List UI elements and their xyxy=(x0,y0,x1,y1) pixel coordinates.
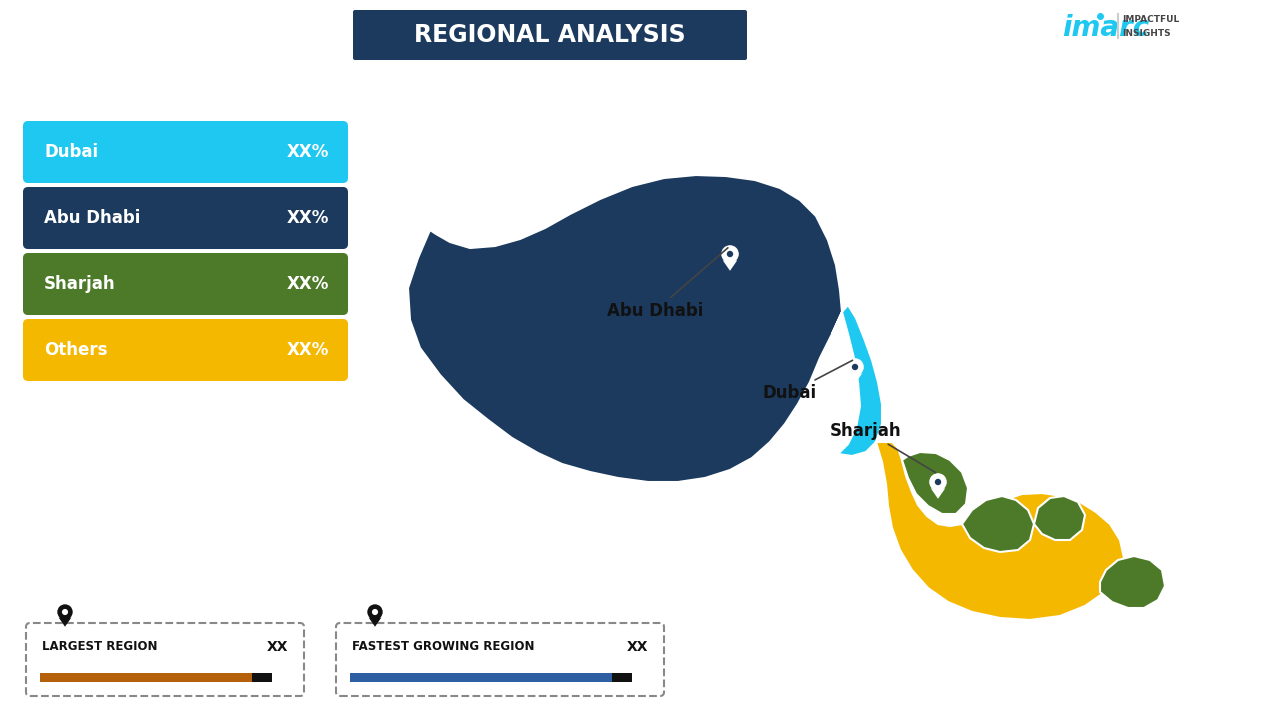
Polygon shape xyxy=(1100,556,1165,608)
Polygon shape xyxy=(1034,496,1085,540)
FancyBboxPatch shape xyxy=(26,623,305,696)
Text: REGIONAL ANALYSIS: REGIONAL ANALYSIS xyxy=(415,23,686,47)
Text: XX%: XX% xyxy=(287,341,329,359)
Polygon shape xyxy=(832,305,882,456)
FancyBboxPatch shape xyxy=(353,10,748,60)
Text: XX%: XX% xyxy=(287,209,329,227)
Polygon shape xyxy=(408,175,842,482)
Circle shape xyxy=(367,604,383,620)
Bar xyxy=(349,673,618,682)
Circle shape xyxy=(934,479,941,485)
Text: Abu Dhabi: Abu Dhabi xyxy=(607,248,728,320)
Text: IMPACTFUL: IMPACTFUL xyxy=(1123,16,1179,24)
Polygon shape xyxy=(59,618,72,626)
Circle shape xyxy=(61,609,68,615)
Text: XX: XX xyxy=(626,640,648,654)
Polygon shape xyxy=(963,496,1034,552)
Text: Sharjah: Sharjah xyxy=(44,275,115,293)
Text: Dubai: Dubai xyxy=(44,143,99,161)
Text: XX%: XX% xyxy=(287,143,329,161)
Text: XX%: XX% xyxy=(287,275,329,293)
Polygon shape xyxy=(369,618,381,626)
FancyBboxPatch shape xyxy=(23,121,348,183)
Bar xyxy=(252,673,273,682)
FancyBboxPatch shape xyxy=(23,253,348,315)
Polygon shape xyxy=(876,442,1124,620)
Text: LARGEST REGION: LARGEST REGION xyxy=(42,641,157,654)
FancyBboxPatch shape xyxy=(335,623,664,696)
Circle shape xyxy=(846,358,864,376)
Circle shape xyxy=(721,246,739,263)
Circle shape xyxy=(372,609,378,615)
Text: FASTEST GROWING REGION: FASTEST GROWING REGION xyxy=(352,641,535,654)
Circle shape xyxy=(929,473,947,491)
Text: MARKET SHARE BY REGION: MARKET SHARE BY REGION xyxy=(35,125,310,143)
Polygon shape xyxy=(931,488,945,499)
Text: Abu Dhabi: Abu Dhabi xyxy=(44,209,141,227)
Bar xyxy=(40,673,259,682)
Circle shape xyxy=(851,364,858,370)
Text: INSIGHTS: INSIGHTS xyxy=(1123,30,1171,38)
Text: imarc: imarc xyxy=(1062,14,1149,42)
FancyBboxPatch shape xyxy=(23,319,348,381)
Text: Sharjah: Sharjah xyxy=(831,422,936,472)
Text: Others: Others xyxy=(44,341,108,359)
Polygon shape xyxy=(902,452,968,514)
Text: Dubai: Dubai xyxy=(763,360,852,402)
Polygon shape xyxy=(723,261,737,271)
Polygon shape xyxy=(847,374,863,384)
Text: XX: XX xyxy=(266,640,288,654)
FancyBboxPatch shape xyxy=(23,187,348,249)
Bar xyxy=(612,673,632,682)
Circle shape xyxy=(727,251,733,257)
Circle shape xyxy=(58,604,73,620)
